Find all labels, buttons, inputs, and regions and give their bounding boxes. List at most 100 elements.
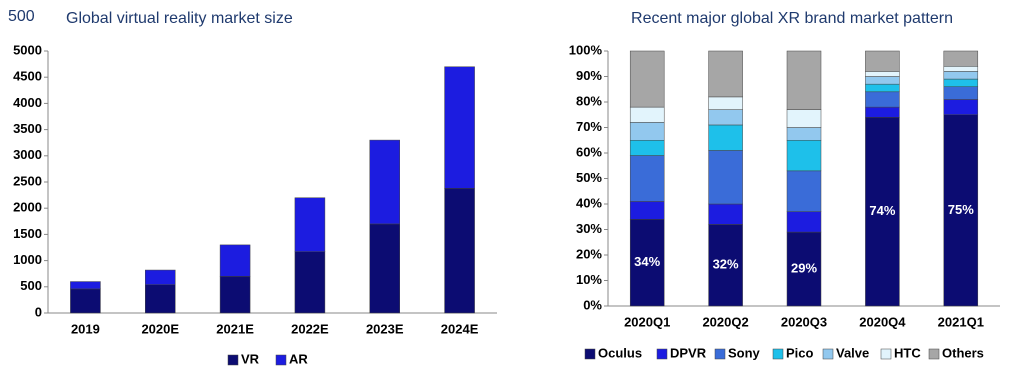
bar-segment [629,155,665,202]
bar-segment [219,244,251,277]
y-tick-label: 2500 [13,173,42,188]
bar-segment [786,211,822,233]
legend-label: Valve [836,345,869,360]
x-tick-label: 2020E [141,321,179,336]
bar-segment [708,96,743,110]
y-tick-label: 5000 [13,42,42,57]
x-tick-label: 2021E [216,321,254,336]
legend-swatch [275,354,287,366]
data-label: 75% [948,202,974,217]
bar-segment [70,288,101,314]
y-tick-label: 4000 [13,95,42,110]
y-tick-label: 1500 [13,226,42,241]
x-tick-label: 2022E [291,321,329,336]
bar-segment [70,281,101,290]
bar-segment [708,203,743,225]
bar-segment [369,223,400,314]
legend-label: DPVR [670,345,707,360]
y-tick-label: 10% [576,272,602,287]
bar-segment [865,50,900,72]
y-tick-label: 40% [576,195,602,210]
y-tick-label: 3000 [13,147,42,162]
bar-segment [865,91,900,108]
legend-label: AR [289,351,308,366]
legend-swatch [227,354,239,366]
legend-swatch [656,348,668,360]
bar-segment [865,83,900,93]
bar-segment [943,86,979,100]
bar-segment [629,122,665,141]
bar-segment [629,50,665,108]
legend-swatch [880,348,892,360]
chart-title: Recent major global XR brand market patt… [631,10,953,27]
bar-segment [219,276,251,314]
x-tick-label: 2020Q1 [624,314,670,329]
bar-segment [865,76,900,85]
y-tick-label: 500 [20,278,42,293]
y-tick-label: 3500 [13,121,42,136]
y-tick-label: 30% [576,221,602,236]
legend-swatch [928,348,940,360]
legend-label: VR [241,351,260,366]
bar-segment [708,150,743,205]
legend-label: Pico [786,345,814,360]
bar-segment [294,197,326,252]
legend-swatch [714,348,726,360]
x-tick-label: 2024E [441,321,479,336]
bar-segment [786,50,822,110]
y-tick-label: 20% [576,246,602,261]
y-tick-label: 0% [583,297,602,312]
y-tick-label: 80% [576,93,602,108]
bar-segment [708,50,743,98]
y-tick-label: 90% [576,68,602,83]
y-tick-label: 1000 [13,252,42,267]
bar-segment [943,66,979,72]
bar-segment [786,140,822,172]
bar-segment [865,71,900,77]
x-tick-label: 2020Q3 [781,314,827,329]
x-tick-label: 2019 [71,321,100,336]
legend-swatch [584,348,596,360]
bar-segment [786,127,822,141]
y-tick-label: 50% [576,170,602,185]
bar-segment [708,224,743,307]
bar-segment [865,106,900,118]
bar-segment [294,251,326,314]
data-label: 34% [634,254,660,269]
bar-segment [708,124,743,151]
data-label: 74% [869,203,895,218]
y-tick-label: 2000 [13,200,42,215]
x-tick-label: 2021Q1 [938,314,984,329]
corner-label: 500 [8,8,35,25]
data-label: 29% [791,260,817,275]
legend-label: Sony [728,345,761,360]
bar-segment [786,170,822,212]
y-tick-label: 70% [576,119,602,134]
bar-segment [786,231,822,307]
bar-segment [786,109,822,128]
y-tick-label: 0 [35,304,42,319]
legend-swatch [772,348,784,360]
bar-segment [943,99,979,115]
chart-title: Global virtual reality market size [66,10,293,27]
legend-label: Oculus [598,345,642,360]
bar-segment [865,117,900,307]
x-tick-label: 2020Q2 [702,314,748,329]
bar-segment [629,219,665,307]
y-tick-label: 100% [569,42,603,57]
bar-segment [943,50,979,67]
bar-segment [629,106,665,123]
legend-label: HTC [894,345,921,360]
bar-segment [444,188,475,314]
legend-label: Others [942,345,984,360]
legend-swatch [822,348,834,360]
y-tick-label: 4500 [13,69,42,84]
bar-segment [708,109,743,126]
x-tick-label: 2023E [366,321,404,336]
bar-segment [943,114,979,307]
bar-segment [943,78,979,87]
bar-segment [444,66,475,189]
bar-segment [629,201,665,220]
bar-segment [943,71,979,80]
